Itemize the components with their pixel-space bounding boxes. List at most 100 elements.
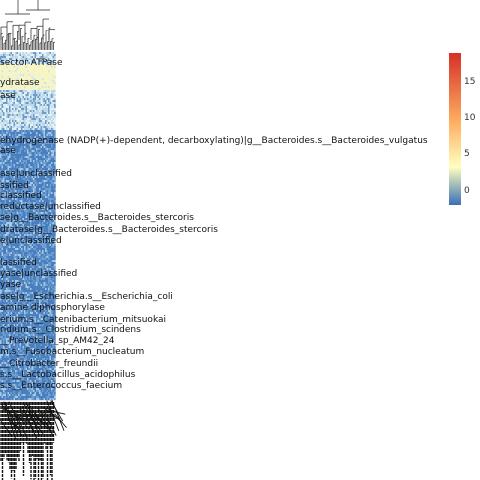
heatmap-cell <box>52 132 55 135</box>
heatmap-cell <box>28 60 31 63</box>
heatmap-cell <box>22 90 25 93</box>
heatmap-cell <box>18 204 20 207</box>
heatmap-cell <box>39 118 41 121</box>
heatmap-cell <box>9 142 11 145</box>
heatmap-cell <box>10 126 13 129</box>
heatmap-cell <box>40 120 43 123</box>
heatmap-cell <box>22 252 25 255</box>
heatmap-cell <box>31 70 34 73</box>
heatmap-cell <box>3 92 5 95</box>
heatmap-cell <box>22 110 25 113</box>
heatmap-cell <box>30 56 32 59</box>
heatmap-cell <box>40 274 43 277</box>
heatmap-cell <box>9 184 11 187</box>
heatmap-cell <box>51 280 53 283</box>
heatmap-cell <box>22 116 25 119</box>
heatmap-cell <box>40 68 43 71</box>
heatmap-cell <box>39 136 41 139</box>
heatmap-cell <box>1 198 4 201</box>
heatmap-cell <box>33 86 35 89</box>
heatmap-cell <box>28 152 31 155</box>
heatmap-cell <box>49 166 52 169</box>
heatmap-cell <box>16 84 19 87</box>
heatmap-cell <box>34 124 37 127</box>
heatmap-cell <box>22 184 25 187</box>
heatmap-cell <box>22 306 25 309</box>
heatmap-cell <box>0 238 2 241</box>
heatmap-cell <box>45 66 47 69</box>
heatmap-cell <box>30 126 32 129</box>
heatmap-cell <box>25 186 28 189</box>
heatmap-cell <box>45 102 47 105</box>
heatmap-cell <box>27 162 29 165</box>
heatmap-cell <box>21 216 23 219</box>
heatmap-cell <box>25 72 28 75</box>
heatmap-cell <box>33 104 35 107</box>
heatmap-cell <box>37 114 40 117</box>
heatmap-cell <box>1 186 4 189</box>
heatmap-cell <box>40 128 43 131</box>
heatmap-cell <box>36 114 38 117</box>
heatmap-cell <box>28 256 31 259</box>
heatmap-cell <box>46 276 49 279</box>
heatmap-cell <box>30 312 32 315</box>
heatmap-cell <box>54 128 56 131</box>
heatmap-cell <box>0 128 2 131</box>
heatmap-cell <box>42 184 44 187</box>
heatmap-cell <box>1 176 4 179</box>
heatmap-cell <box>22 268 25 271</box>
heatmap-cell <box>24 264 26 267</box>
heatmap-cell <box>10 196 13 199</box>
heatmap-cell <box>18 136 20 139</box>
heatmap-cell <box>30 100 32 103</box>
heatmap-cell <box>33 204 35 207</box>
heatmap-cell <box>30 182 32 185</box>
heatmap-cell <box>6 64 8 67</box>
heatmap-cell <box>33 308 35 311</box>
heatmap-cell <box>36 74 38 77</box>
heatmap-cell <box>22 204 25 207</box>
heatmap-cell <box>24 284 26 287</box>
heatmap-cell <box>22 140 25 143</box>
heatmap-cell <box>15 272 17 275</box>
heatmap-cell <box>21 156 23 159</box>
heatmap-cell <box>22 226 25 229</box>
heatmap-cell <box>21 276 23 279</box>
heatmap-cell <box>12 316 14 319</box>
heatmap-cell <box>13 270 16 273</box>
heatmap-cell <box>34 142 37 145</box>
heatmap-cell <box>25 156 28 159</box>
heatmap-cell <box>51 136 53 139</box>
heatmap-cell <box>40 300 43 303</box>
heatmap-cell <box>34 252 37 255</box>
heatmap-cell <box>3 220 5 223</box>
heatmap-cell <box>36 60 38 63</box>
heatmap-cell <box>19 102 22 105</box>
heatmap-cell <box>18 206 20 209</box>
heatmap-cell <box>21 74 23 77</box>
heatmap-cell <box>10 64 13 67</box>
heatmap-cell <box>7 52 10 55</box>
heatmap-cell <box>16 298 19 301</box>
heatmap-cell <box>7 256 10 259</box>
heatmap-cell <box>19 108 22 111</box>
heatmap-cell <box>13 226 16 229</box>
heatmap-cell <box>27 78 29 81</box>
heatmap-cell <box>52 70 55 73</box>
heatmap-cell <box>6 172 8 175</box>
heatmap-cell <box>34 266 37 269</box>
heatmap-cell <box>27 214 29 217</box>
heatmap-cell <box>10 302 13 305</box>
heatmap-cell <box>48 64 50 67</box>
heatmap-cell <box>1 252 4 255</box>
heatmap-cell <box>43 130 46 133</box>
heatmap-cell <box>25 160 28 163</box>
heatmap-cell <box>24 262 26 265</box>
heatmap-cell <box>21 178 23 181</box>
heatmap-cell <box>36 222 38 225</box>
heatmap-cell <box>24 154 26 157</box>
heatmap-cell <box>43 92 46 95</box>
heatmap-cell <box>45 290 47 293</box>
heatmap-cell <box>9 190 11 193</box>
heatmap-cell <box>4 300 7 303</box>
